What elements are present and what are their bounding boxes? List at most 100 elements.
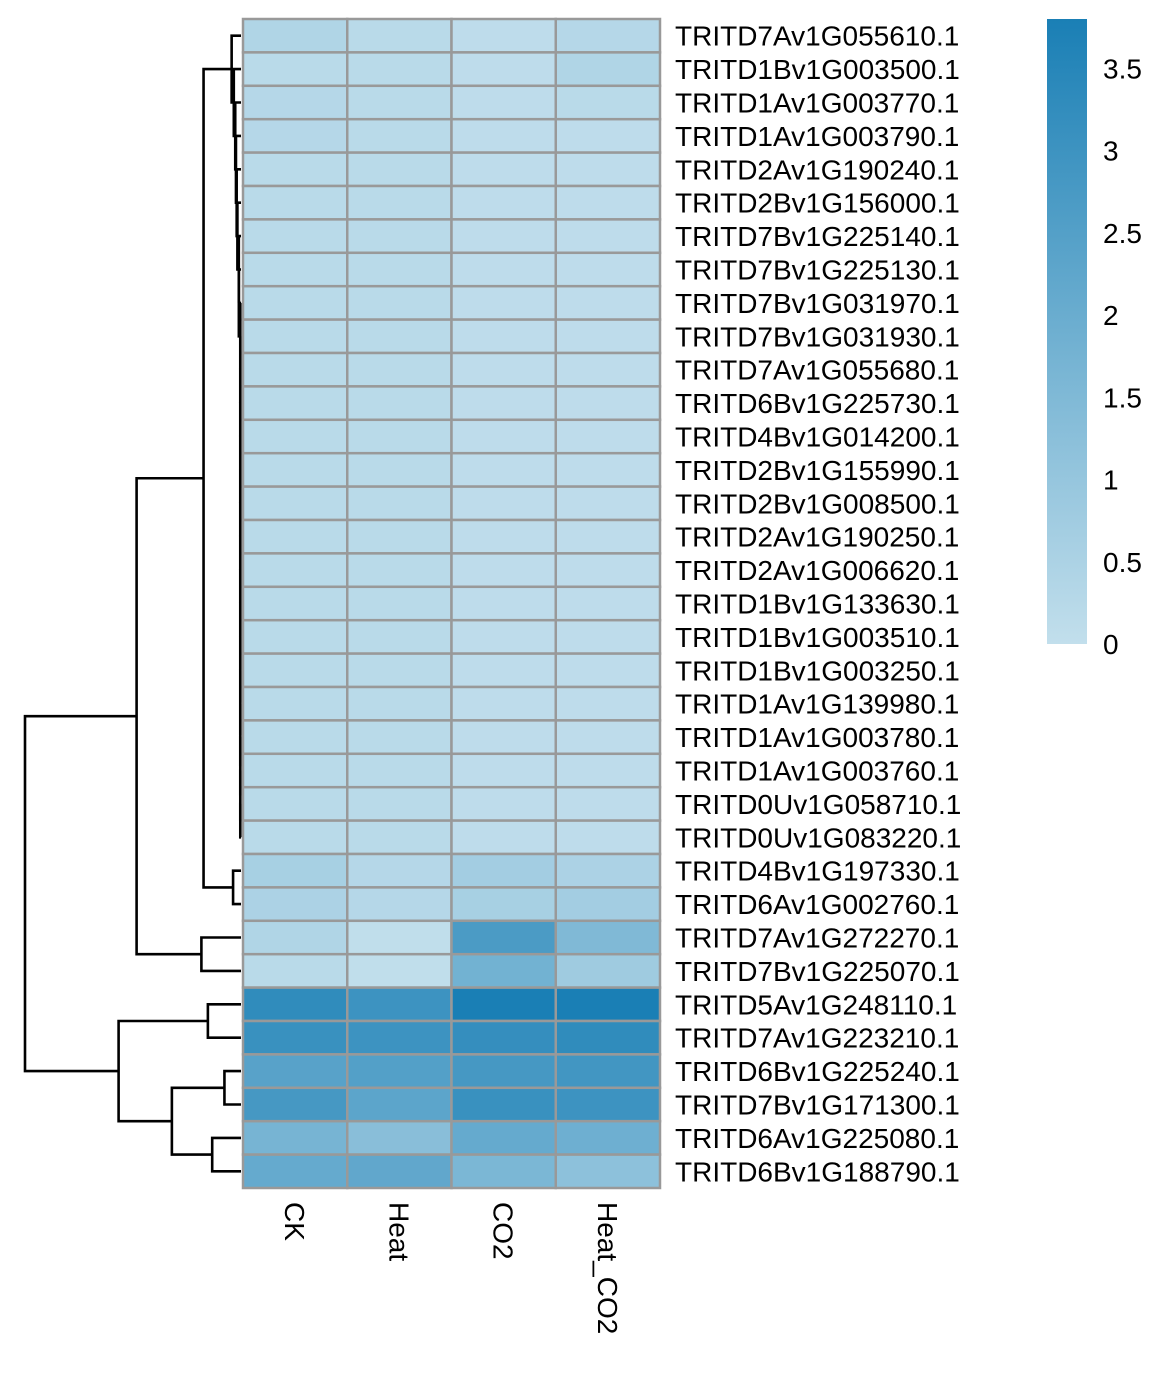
heatmap-cell bbox=[241, 151, 349, 188]
row-label: TRITD7Bv1G171300.1 bbox=[675, 1090, 960, 1121]
heatmap-cell bbox=[554, 84, 662, 121]
heatmap-cell bbox=[450, 1153, 557, 1190]
heatmap-cell bbox=[346, 652, 453, 689]
row-label: TRITD7Bv1G031930.1 bbox=[675, 321, 960, 352]
row-label: TRITD7Bv1G225140.1 bbox=[675, 221, 960, 252]
heatmap-cell bbox=[346, 318, 453, 355]
heatmap-cell bbox=[241, 652, 349, 689]
heatmap-cell bbox=[554, 852, 662, 889]
heatmap-cell bbox=[450, 485, 557, 522]
row-label: TRITD1Bv1G003500.1 bbox=[675, 54, 960, 85]
heatmap-cell bbox=[346, 585, 453, 622]
heatmap-cell bbox=[554, 518, 662, 555]
heatmap-cell bbox=[450, 552, 557, 589]
heatmap-cell bbox=[241, 752, 349, 789]
heatmap-cell bbox=[450, 451, 557, 488]
heatmap-cell bbox=[450, 952, 557, 989]
heatmap-cell bbox=[450, 1086, 557, 1123]
heatmap-cell bbox=[450, 218, 557, 255]
legend-tick-label: 1.5 bbox=[1103, 382, 1142, 413]
heatmap-cell bbox=[346, 1053, 453, 1090]
heatmap-cell bbox=[450, 752, 557, 789]
heatmap-cell bbox=[450, 418, 557, 455]
row-label: TRITD4Bv1G014200.1 bbox=[675, 422, 960, 453]
column-label: Heat bbox=[383, 1202, 414, 1261]
heatmap-cell bbox=[346, 351, 453, 388]
row-label: TRITD2Bv1G008500.1 bbox=[675, 488, 960, 519]
heatmap-cell bbox=[346, 451, 453, 488]
heatmap-cell bbox=[554, 117, 662, 154]
heatmap-cell bbox=[346, 184, 453, 221]
row-label: TRITD7Bv1G225070.1 bbox=[675, 956, 960, 987]
row-label: TRITD4Bv1G197330.1 bbox=[675, 856, 960, 887]
column-labels: CK Heat CO2 Heat_CO2 bbox=[279, 1202, 623, 1334]
heatmap-cell bbox=[241, 51, 349, 88]
heatmap-cell bbox=[450, 719, 557, 756]
heatmap-cell bbox=[241, 552, 349, 589]
dendrogram-branch bbox=[23, 714, 137, 1073]
heatmap-cell bbox=[241, 852, 349, 889]
heatmap-cell bbox=[554, 618, 662, 655]
heatmap-cell bbox=[241, 919, 349, 956]
heatmap-cell bbox=[241, 886, 349, 923]
row-label: TRITD7Av1G055680.1 bbox=[675, 355, 959, 386]
heatmap-cell bbox=[241, 84, 349, 121]
row-label: TRITD2Av1G190250.1 bbox=[675, 522, 959, 553]
heatmap-cell bbox=[346, 919, 453, 956]
heatmap-cell bbox=[450, 1053, 557, 1090]
heatmap-cell bbox=[554, 552, 662, 589]
heatmap-cell bbox=[346, 852, 453, 889]
heatmap-cell bbox=[450, 351, 557, 388]
heatmap-cell bbox=[450, 251, 557, 288]
dendrogram-branch bbox=[223, 1069, 241, 1106]
heatmap-cell bbox=[554, 952, 662, 989]
heatmap-cell bbox=[450, 785, 557, 822]
heatmap-cell bbox=[554, 986, 662, 1023]
heatmap-cell bbox=[554, 919, 662, 956]
heatmap-cell bbox=[554, 51, 662, 88]
heatmap-cell bbox=[241, 785, 349, 822]
heatmap-cell bbox=[241, 117, 349, 154]
row-label: TRITD6Av1G002760.1 bbox=[675, 889, 959, 920]
legend-tick-label: 0 bbox=[1103, 629, 1119, 660]
heatmap-cell bbox=[241, 1053, 349, 1090]
heatmap-cell bbox=[346, 719, 453, 756]
heatmap-cell bbox=[554, 1086, 662, 1123]
heatmap-cell bbox=[346, 1153, 453, 1190]
heatmap-cell bbox=[554, 418, 662, 455]
heatmap-cell bbox=[346, 752, 453, 789]
heatmap-cell bbox=[241, 284, 349, 321]
dendrogram-branch bbox=[237, 234, 241, 303]
heatmap-cell bbox=[450, 1019, 557, 1056]
heatmap-cell bbox=[346, 418, 453, 455]
heatmap-cell bbox=[450, 284, 557, 321]
row-label: TRITD7Bv1G225130.1 bbox=[675, 255, 960, 286]
row-label: TRITD1Bv1G133630.1 bbox=[675, 589, 960, 620]
heatmap-cell bbox=[450, 184, 557, 221]
dendrogram-branch bbox=[206, 1003, 241, 1039]
heatmap-cell bbox=[346, 1119, 453, 1156]
heatmap-cell bbox=[554, 151, 662, 188]
heatmap-cell bbox=[554, 886, 662, 923]
heatmap-cell bbox=[241, 351, 349, 388]
row-label: TRITD6Av1G225080.1 bbox=[675, 1123, 959, 1154]
heatmap-cell bbox=[450, 585, 557, 622]
row-label: TRITD6Bv1G188790.1 bbox=[675, 1156, 960, 1187]
row-label: TRITD0Uv1G083220.1 bbox=[675, 822, 961, 853]
row-label: TRITD1Av1G003790.1 bbox=[675, 121, 959, 152]
heatmap-cell bbox=[241, 819, 349, 856]
dendrogram-branch bbox=[200, 936, 241, 973]
row-label: TRITD2Av1G190240.1 bbox=[675, 154, 959, 185]
heatmap-cell bbox=[346, 1019, 453, 1056]
row-label: TRITD6Bv1G225730.1 bbox=[675, 388, 960, 419]
heatmap-cell bbox=[346, 819, 453, 856]
heatmap-cell bbox=[450, 819, 557, 856]
heatmap-cell bbox=[450, 1119, 557, 1156]
heatmap-cell bbox=[346, 17, 453, 54]
heatmap-cell bbox=[450, 852, 557, 889]
dendrogram-branch bbox=[135, 476, 204, 956]
heatmap-cell bbox=[346, 986, 453, 1023]
heatmap-cell bbox=[241, 1019, 349, 1056]
heatmap-cell bbox=[554, 451, 662, 488]
